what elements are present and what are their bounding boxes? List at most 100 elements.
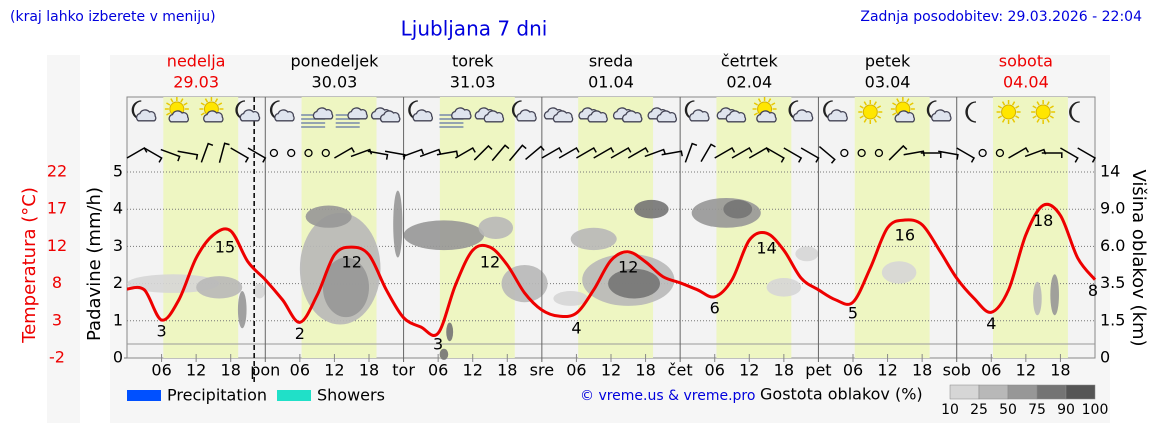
- day-name: torek: [452, 52, 494, 71]
- y-tick-label: 3: [113, 236, 123, 255]
- weather-icon: [301, 107, 334, 128]
- temperature-extreme: 4: [986, 314, 996, 333]
- wind-barb: [903, 150, 925, 157]
- density-label: 50: [999, 402, 1017, 418]
- y2-tick-label: 12: [47, 236, 67, 255]
- weather-icon: [164, 97, 190, 123]
- x-tick-label: 12: [739, 361, 759, 380]
- cloud-axis-title: Višina oblakov (km): [1128, 169, 1149, 346]
- icon-cloud: [412, 109, 434, 122]
- wind-barb: [436, 150, 459, 157]
- icon-ray: [1001, 101, 1006, 106]
- day-name: sobota: [999, 52, 1053, 71]
- y2-tick-label: 8: [52, 273, 62, 292]
- cloud-height-tick-label: 3.5: [1100, 273, 1125, 292]
- wind-barb: [920, 152, 942, 158]
- wind-barb: [731, 146, 753, 159]
- temperature-extreme: 12: [342, 253, 362, 272]
- weather-icon: [199, 97, 224, 123]
- weather-icon: [439, 107, 472, 128]
- temperature-extreme: 6: [710, 298, 720, 317]
- temperature-extreme: 15: [215, 238, 235, 257]
- x-tick-label: 12: [601, 361, 621, 380]
- icon-ray: [1036, 101, 1040, 106]
- weather-icon: [684, 100, 710, 122]
- icon-ray: [753, 102, 759, 106]
- density-box: [949, 384, 980, 400]
- density-label: 100: [1082, 402, 1109, 418]
- weather-icon: [858, 100, 883, 124]
- wind-barb: [508, 144, 527, 162]
- cloud-blob: [1033, 281, 1042, 316]
- wind-barb: [541, 146, 563, 159]
- icon-cloud: [516, 109, 537, 122]
- icon-ray: [997, 105, 1003, 109]
- wind-calm: [321, 148, 330, 158]
- y2-tick-label: 3: [52, 310, 62, 329]
- credit: © vreme.us & vreme.pro: [580, 388, 755, 404]
- icon-cloud: [274, 109, 295, 122]
- icon-cloud: [347, 107, 368, 120]
- icon-cloud: [931, 109, 952, 122]
- icon-cloud: [136, 109, 157, 122]
- icon-ray: [1001, 118, 1006, 123]
- wind-barb: [558, 146, 580, 159]
- icon-ray: [909, 102, 914, 106]
- wind-barb: [218, 142, 230, 163]
- wind-barb: [1041, 152, 1063, 158]
- wind-barb: [714, 146, 736, 159]
- wind-barb: [1008, 146, 1030, 159]
- temperature-extreme: 4: [571, 319, 581, 338]
- header-note: (kraj lahko izberete v meniju): [10, 9, 216, 25]
- weather-icon: [408, 100, 434, 122]
- icon-moon: [965, 101, 977, 123]
- icon-cloud: [552, 110, 574, 123]
- x-tick-label: pon: [250, 361, 280, 380]
- icon-ray: [859, 115, 864, 119]
- x-tick-label: 18: [774, 361, 794, 380]
- x-tick-label: tor: [392, 361, 415, 380]
- day-name: četrtek: [721, 52, 779, 71]
- density-label: 90: [1057, 402, 1075, 418]
- wind-barb: [684, 142, 698, 163]
- wind-calm: [840, 148, 849, 158]
- icon-cloud: [622, 110, 643, 123]
- cloud-blob: [553, 291, 588, 306]
- cloud-blob: [723, 199, 753, 219]
- icon-ray: [896, 98, 900, 103]
- wind-calm: [995, 148, 1005, 158]
- icon-ray: [180, 98, 184, 103]
- wind-barb: [783, 147, 803, 163]
- x-tick-label: 12: [463, 361, 483, 380]
- wind-barb: [627, 146, 649, 159]
- cloud-blob: [501, 265, 548, 303]
- x-tick-label: 18: [497, 361, 517, 380]
- weather-icon: [890, 97, 916, 123]
- y2-tick-label: -2: [49, 348, 65, 367]
- icon-moon: [1069, 101, 1080, 123]
- weather-icon: [235, 100, 261, 122]
- icon-cloud: [483, 110, 505, 123]
- weather-icon: [716, 107, 747, 123]
- weather-icon: [578, 107, 608, 123]
- legend-label: Precipitation: [167, 386, 267, 405]
- weather-icon: [996, 100, 1021, 124]
- header-updated: Zadnja posodobitev: 29.03.2026 - 22:04: [860, 9, 1142, 25]
- legend-label: Showers: [317, 386, 385, 405]
- icon-ray: [170, 98, 174, 103]
- icon-ray: [200, 112, 205, 116]
- temperature-extreme: 5: [848, 304, 858, 323]
- y-tick-label: 1: [113, 310, 123, 329]
- density-box: [978, 384, 1009, 400]
- temperature-extreme: 18: [1033, 211, 1053, 230]
- density-label: 10: [941, 402, 959, 418]
- weather-icon: [371, 107, 401, 123]
- temperature-extreme: 12: [618, 257, 638, 276]
- icon-ray: [183, 102, 188, 106]
- icon-ray: [1036, 118, 1040, 123]
- wind-barb: [766, 147, 785, 163]
- x-tick-label: 12: [1016, 361, 1036, 380]
- temperature-extreme: 16: [895, 226, 915, 245]
- wind-barb: [350, 148, 373, 158]
- icon-ray: [767, 98, 772, 103]
